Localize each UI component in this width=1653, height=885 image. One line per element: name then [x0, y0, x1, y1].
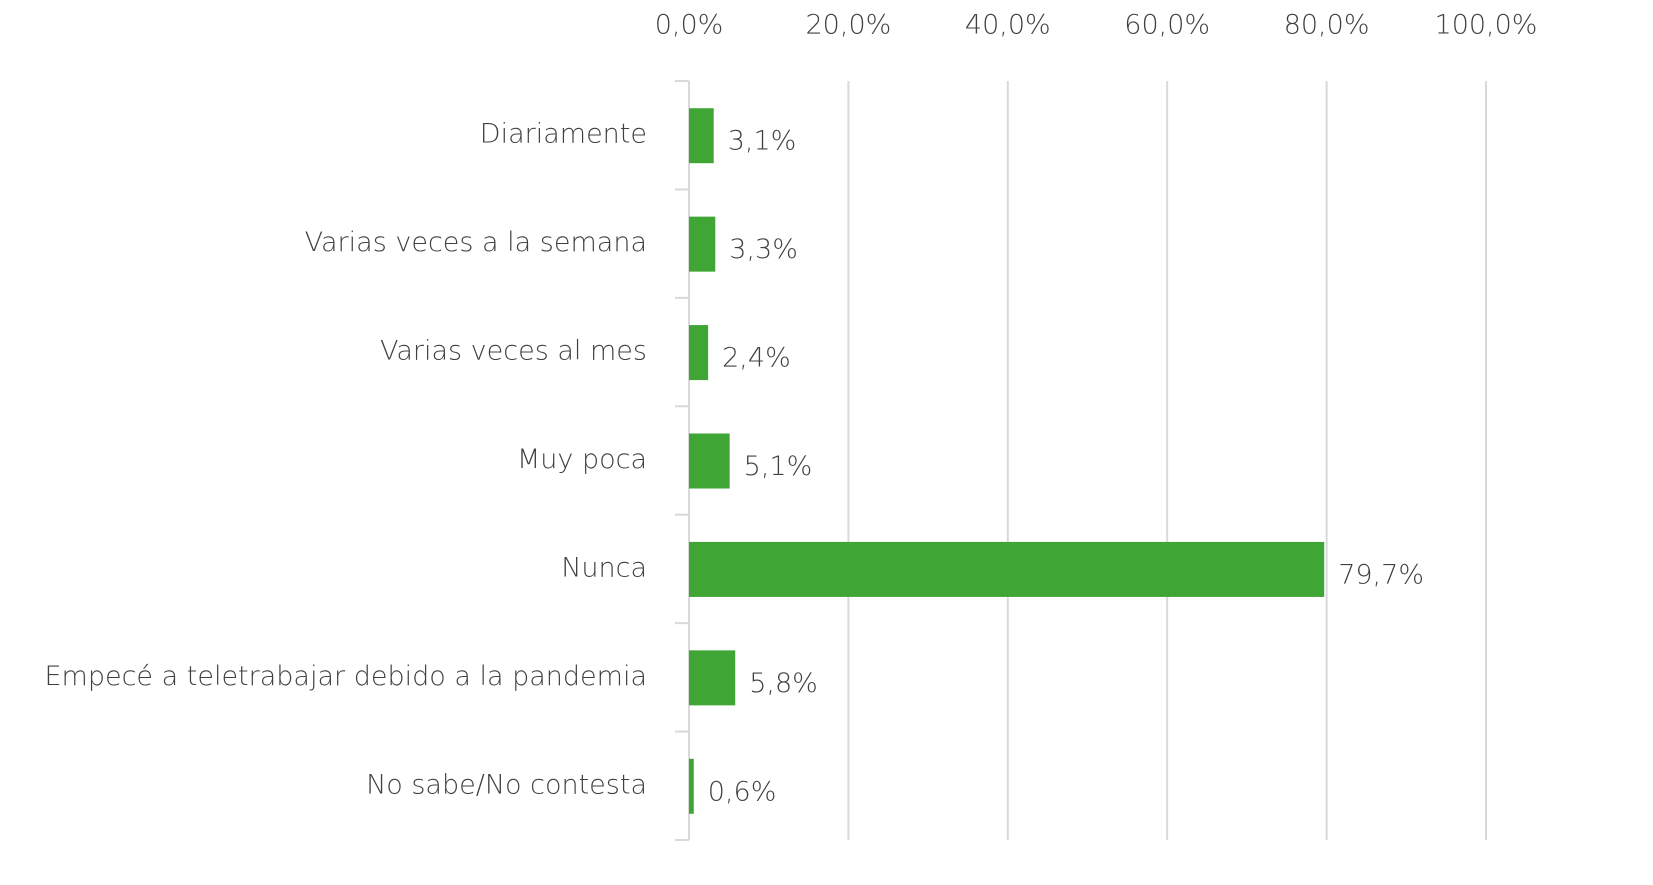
value-label: 5,1%: [744, 451, 813, 482]
y-tick-label: Muy poca: [517, 444, 647, 475]
bar: [689, 108, 714, 164]
value-label: 0,6%: [708, 776, 777, 807]
bar: [689, 216, 716, 272]
value-label: 3,1%: [728, 126, 797, 157]
y-tick-label: Varias veces al mes: [380, 336, 647, 367]
bar: [689, 433, 730, 489]
x-tick-label: 100,0%: [1435, 10, 1538, 41]
x-tick-label: 0,0%: [655, 10, 724, 41]
x-tick-label: 80,0%: [1284, 10, 1370, 41]
x-tick-label: 20,0%: [806, 10, 892, 41]
bar: [689, 325, 709, 381]
x-tick-label: 40,0%: [965, 10, 1051, 41]
value-label: 2,4%: [722, 343, 791, 374]
value-label: 5,8%: [749, 668, 818, 699]
bar: [689, 650, 736, 706]
y-tick-label: No sabe/No contesta: [366, 769, 647, 800]
y-tick-label: Diariamente: [480, 119, 647, 150]
value-label: 79,7%: [1338, 559, 1424, 590]
y-tick-label: Empecé a teletrabajar debido a la pandem…: [44, 661, 647, 692]
x-tick-label: 60,0%: [1124, 10, 1210, 41]
value-label: 3,3%: [729, 234, 798, 265]
y-tick-label: Varias veces a la semana: [305, 227, 647, 258]
bar: [689, 758, 694, 814]
bar: [689, 541, 1325, 597]
y-tick-label: Nunca: [561, 552, 647, 583]
